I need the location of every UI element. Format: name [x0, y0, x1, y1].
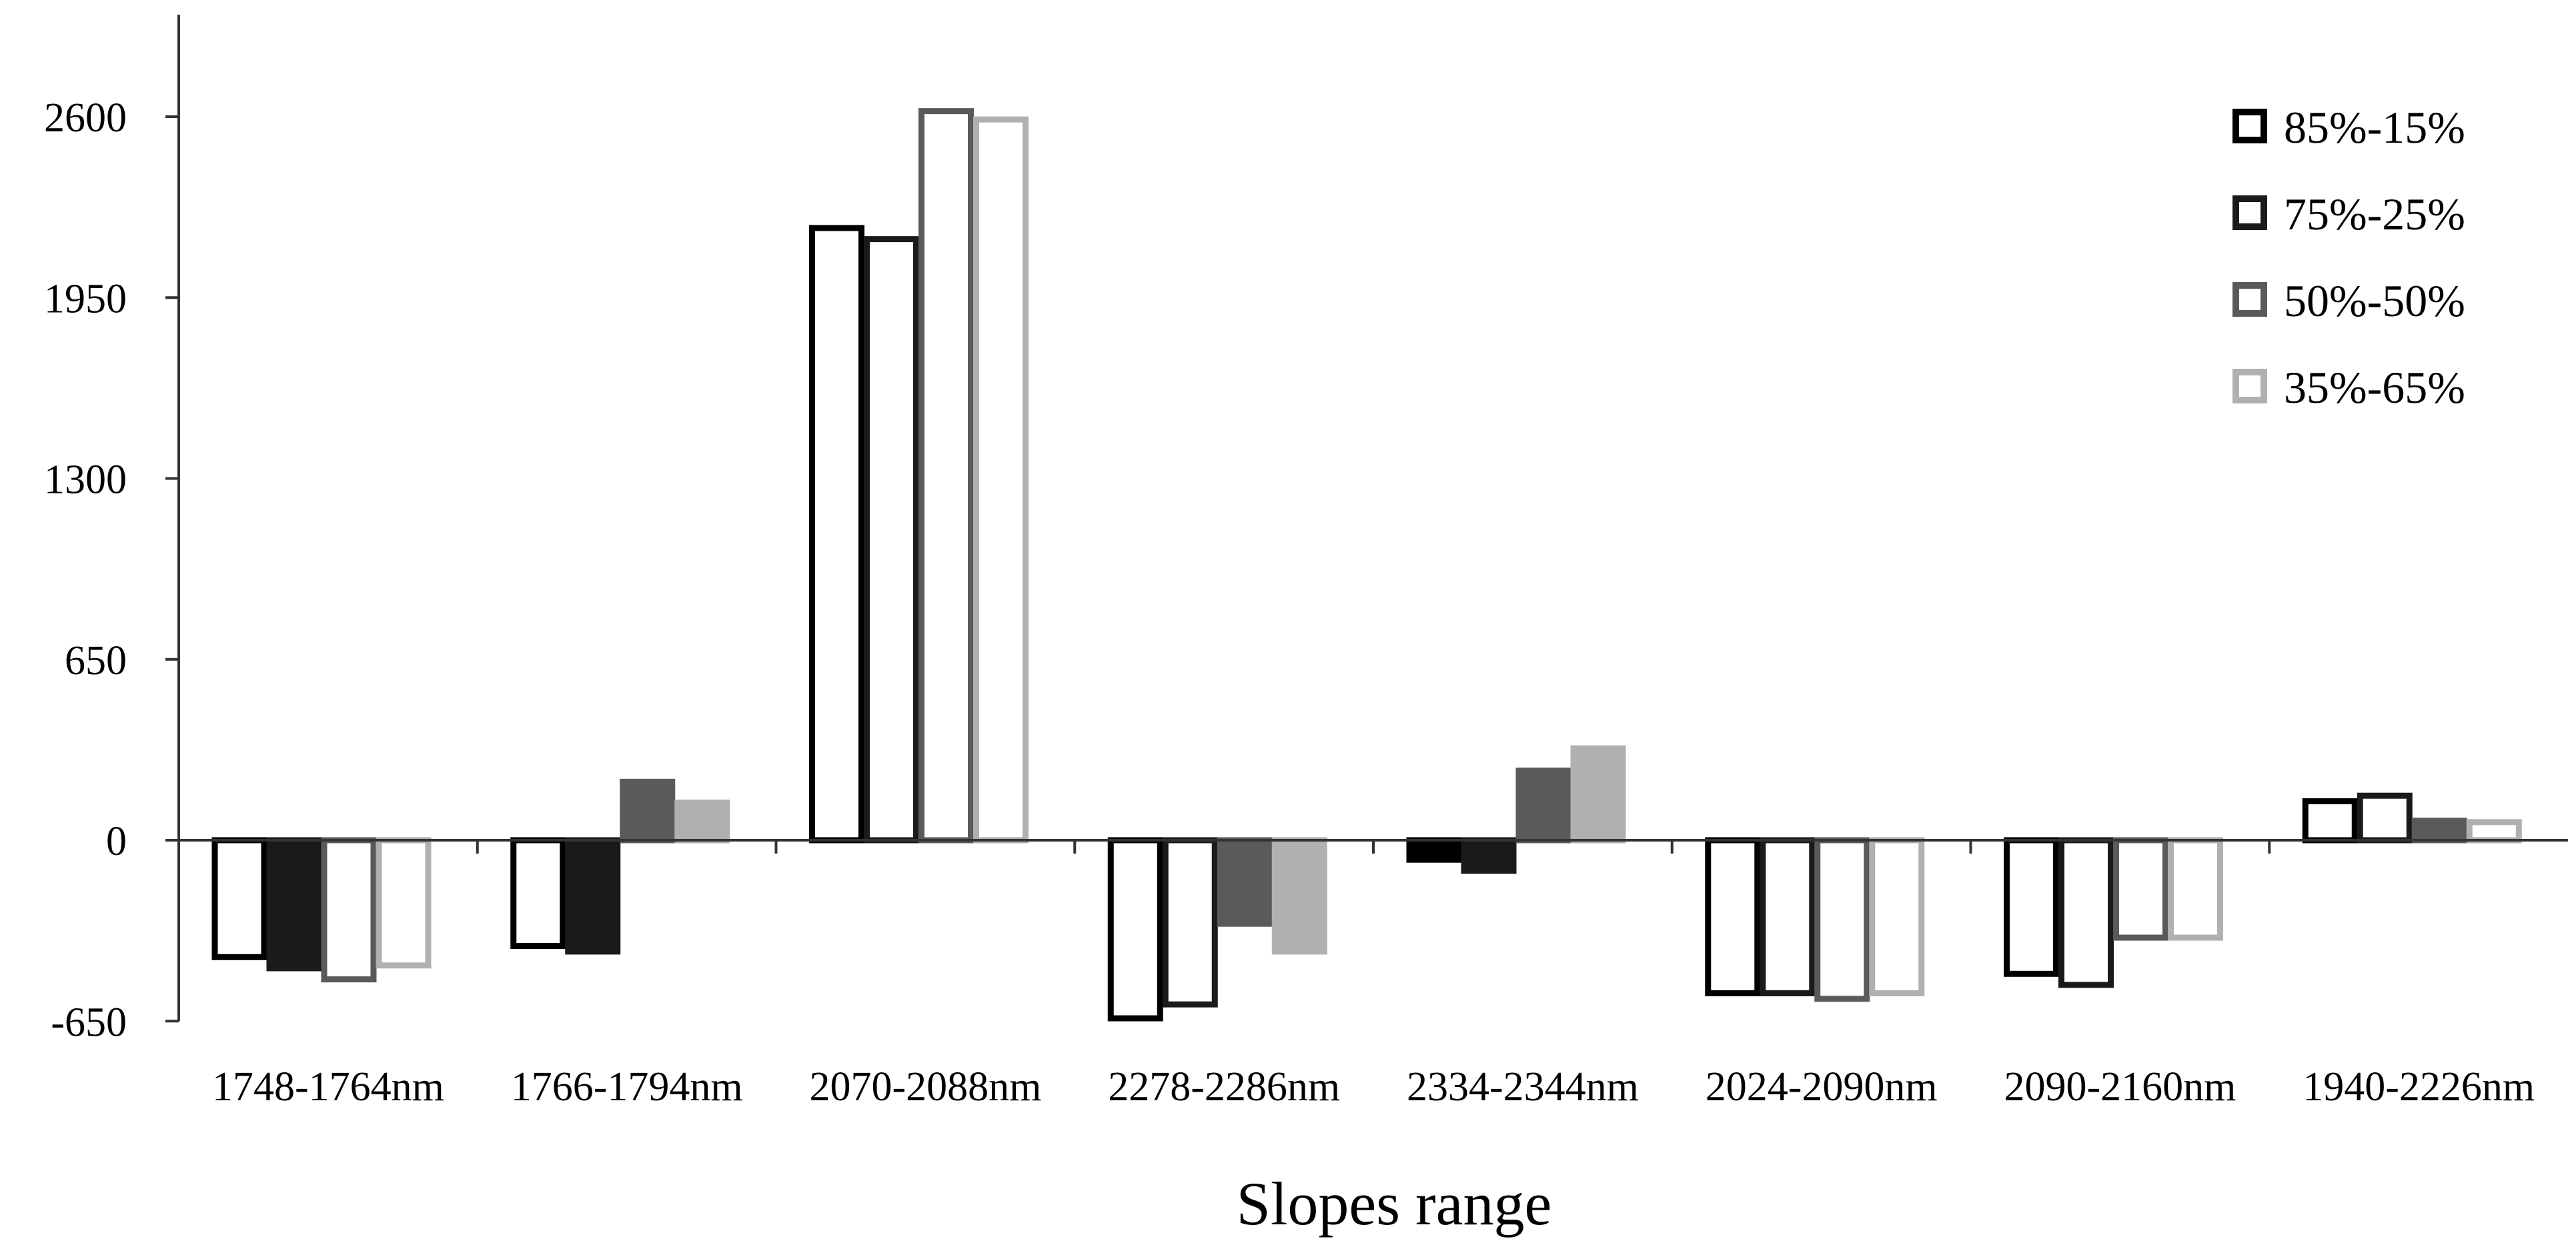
legend-swatch-50%-50%: [2232, 282, 2267, 317]
x-category-labels: 1748-1764nm 1766-1794nm 2070-2088nm 2278-22…: [212, 1064, 2535, 1110]
bar-85%-15%-1940-2226nm: [2302, 798, 2358, 844]
bar-85%-15%-2334-2344nm: [1406, 837, 1462, 863]
x-category-label: 2278-2286nm: [1108, 1064, 1340, 1110]
x-category-label: 2070-2088nm: [809, 1064, 1041, 1110]
bar-75%-25%-2090-2160nm: [2058, 837, 2114, 988]
legend-label-35%-65%: 35%-65%: [2284, 362, 2465, 413]
legend-label-85%-15%: 85%-15%: [2284, 102, 2465, 153]
legend: 85%-15% 75%-25% 50%-50% 35%-65%: [2232, 102, 2465, 413]
bar-50%-50%-1766-1794nm: [620, 778, 676, 844]
x-category-label: 1748-1764nm: [212, 1064, 444, 1110]
bar-35%-65%-1940-2226nm: [2466, 819, 2522, 844]
bar-50%-50%-2278-2286nm: [1217, 837, 1273, 927]
bar-35%-65%-1748-1764nm: [376, 837, 432, 969]
legend-swatch-35%-65%: [2232, 369, 2267, 403]
x-category-label: 2024-2090nm: [1706, 1064, 1938, 1110]
x-category-label: 2334-2344nm: [1407, 1064, 1639, 1110]
bar-50%-50%-2024-2090nm: [1814, 837, 1870, 1002]
legend-swatch-75%-25%: [2232, 195, 2267, 230]
y-tick-label: 0: [106, 819, 127, 864]
bar-50%-50%-2070-2088nm: [918, 108, 974, 844]
bar-35%-65%-2334-2344nm: [1570, 745, 1626, 844]
y-tick-label: 650: [65, 638, 127, 684]
bar-35%-65%-1766-1794nm: [674, 800, 730, 844]
bar-75%-25%-1748-1764nm: [266, 837, 322, 972]
x-axis-title: Slopes range: [1237, 1170, 1552, 1238]
bar-75%-25%-1940-2226nm: [2357, 792, 2413, 844]
bar-85%-15%-2090-2160nm: [2004, 837, 2059, 977]
x-category-label: 1766-1794nm: [511, 1064, 743, 1110]
y-tick-label: 2600: [44, 95, 127, 141]
bar-75%-25%-2070-2088nm: [864, 236, 919, 844]
bar-35%-65%-2070-2088nm: [973, 116, 1029, 844]
bar-35%-65%-2278-2286nm: [1271, 837, 1327, 955]
bar-85%-15%-2070-2088nm: [809, 225, 864, 844]
y-tick-label: -650: [51, 1000, 127, 1045]
legend-label-75%-25%: 75%-25%: [2284, 189, 2465, 239]
bar-85%-15%-2278-2286nm: [1107, 837, 1163, 1022]
bar-50%-50%-1748-1764nm: [321, 837, 377, 983]
legend-label-50%-50%: 50%-50%: [2284, 275, 2465, 326]
bar-85%-15%-1748-1764nm: [211, 837, 267, 960]
y-ticks-group: -650 0 650 1300 1950 2600: [44, 95, 179, 1045]
bar-35%-65%-2090-2160nm: [2168, 837, 2223, 941]
bar-85%-15%-2024-2090nm: [1705, 837, 1761, 997]
y-tick-label: 1300: [44, 457, 127, 503]
bar-75%-25%-2024-2090nm: [1760, 837, 1816, 997]
bar-35%-65%-2024-2090nm: [1869, 837, 1925, 997]
axes-group: [177, 15, 2568, 1022]
bar-50%-50%-1940-2226nm: [2411, 818, 2467, 844]
x-category-label: 2090-2160nm: [2004, 1064, 2236, 1110]
bar-75%-25%-2278-2286nm: [1162, 837, 1218, 1008]
legend-swatch-85%-15%: [2232, 109, 2267, 143]
bar-75%-25%-2334-2344nm: [1461, 837, 1517, 874]
bars-group: [211, 108, 2522, 1022]
bar-50%-50%-2090-2160nm: [2113, 837, 2168, 941]
bar-50%-50%-2334-2344nm: [1515, 768, 1571, 844]
y-tick-label: 1950: [44, 276, 127, 321]
x-category-label: 1940-2226nm: [2303, 1064, 2535, 1110]
bar-75%-25%-1766-1794nm: [565, 837, 621, 955]
bar-85%-15%-1766-1794nm: [510, 837, 566, 950]
